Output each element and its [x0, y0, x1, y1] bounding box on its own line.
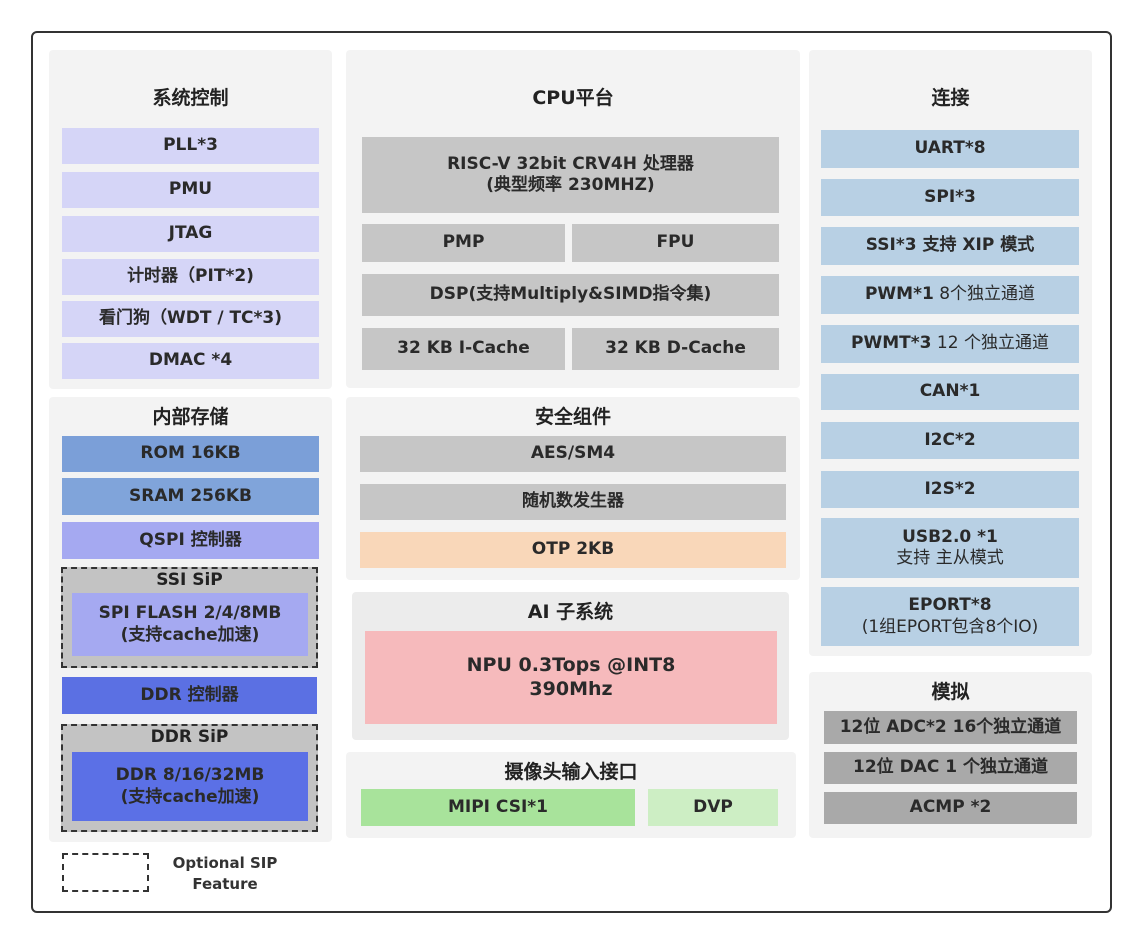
eport-name: EPORT*8: [908, 595, 992, 616]
legend-label: Optional SIP Feature: [160, 853, 290, 895]
pmp-block: PMP: [362, 224, 565, 262]
jtag-block: JTAG: [62, 216, 319, 252]
dvp-block: DVP: [648, 789, 778, 826]
dac-block: 12位 DAC 1 个独立通道: [824, 752, 1077, 784]
eport-block: EPORT*8 (1组EPORT包含8个IO): [821, 587, 1079, 646]
icache-block: 32 KB I-Cache: [362, 328, 565, 370]
pwm-channels: 8个独立通道: [933, 284, 1036, 305]
pll-block: PLL*3: [62, 128, 319, 164]
spi-block: SPI*3: [821, 179, 1079, 216]
watchdog-block: 看门狗（WDT / TC*3): [62, 301, 319, 337]
pmu-block: PMU: [62, 172, 319, 208]
pwmt-channels: 12 个独立通道: [931, 333, 1049, 354]
pwmt-name: PWMT*3: [851, 333, 932, 354]
pwm-name: PWM*1: [864, 284, 934, 305]
system-control-title: 系统控制: [152, 87, 229, 109]
ddr-controller-block: DDR 控制器: [62, 677, 317, 714]
acmp-block: ACMP *2: [824, 792, 1077, 824]
sram-block: SRAM 256KB: [62, 478, 319, 515]
legend-dashed-swatch: [62, 853, 149, 892]
spi-flash-note: (支持cache加速): [120, 624, 260, 645]
fpu-block: FPU: [572, 224, 779, 262]
eport-note: (1组EPORT包含8个IO): [861, 616, 1039, 637]
legend-line-1: Optional SIP: [172, 854, 278, 872]
npu-frequency: 390Mhz: [529, 677, 613, 700]
adc-block: 12位 ADC*2 16个独立通道: [824, 711, 1077, 744]
usb-name: USB2.0 *1: [902, 526, 998, 547]
cpu-core-frequency: (典型频率 230MHZ): [486, 175, 655, 195]
ddr-size: DDR 8/16/32MB: [115, 765, 265, 786]
otp-block: OTP 2KB: [360, 532, 786, 568]
cpu-core-block: RISC-V 32bit CRV4H 处理器 (典型频率 230MHZ): [362, 137, 779, 213]
analog-title: 模拟: [931, 681, 970, 703]
npu-block: NPU 0.3Tops @INT8 390Mhz: [365, 631, 777, 724]
dmac-block: DMAC *4: [62, 343, 319, 379]
uart-block: UART*8: [821, 130, 1079, 168]
pwmt-block: PWMT*3 12 个独立通道: [821, 325, 1079, 363]
i2c-block: I2C*2: [821, 422, 1079, 459]
pwm-block: PWM*1 8个独立通道: [821, 276, 1079, 314]
can-block: CAN*1: [821, 374, 1079, 410]
usb-block: USB2.0 *1 支持 主从模式: [821, 518, 1079, 578]
npu-performance: NPU 0.3Tops @INT8: [466, 653, 676, 676]
ddr-sip-title: DDR SiP: [150, 727, 229, 747]
ai-subsystem-title: AI 子系统: [527, 601, 614, 623]
ssi-sip-title: SSI SiP: [156, 570, 223, 590]
ddr-note: (支持cache加速): [120, 786, 260, 807]
cpu-core-name: RISC-V 32bit CRV4H 处理器: [447, 153, 694, 174]
diagram-frame: [31, 31, 1112, 913]
aes-sm4-block: AES/SM4: [360, 436, 786, 472]
dcache-block: 32 KB D-Cache: [572, 328, 779, 370]
ddr-memory-block: DDR 8/16/32MB (支持cache加速): [72, 752, 308, 821]
timer-block: 计时器（PIT*2): [62, 259, 319, 295]
ssi-block: SSI*3 支持 XIP 模式: [821, 227, 1079, 265]
security-title: 安全组件: [534, 406, 611, 428]
connectivity-title: 连接: [931, 87, 970, 109]
cpu-platform-title: CPU平台: [532, 87, 614, 109]
camera-input-title: 摄像头输入接口: [504, 761, 638, 783]
i2s-block: I2S*2: [821, 471, 1079, 508]
dsp-block: DSP(支持Multiply&SIMD指令集): [362, 274, 779, 316]
internal-storage-title: 内部存储: [152, 406, 229, 428]
qspi-controller-block: QSPI 控制器: [62, 522, 319, 559]
rng-block: 随机数发生器: [360, 484, 786, 520]
legend-line-2: Feature: [192, 875, 258, 893]
rom-block: ROM 16KB: [62, 436, 319, 472]
mipi-csi-block: MIPI CSI*1: [361, 789, 635, 826]
spi-flash-block: SPI FLASH 2/4/8MB (支持cache加速): [72, 593, 308, 656]
usb-mode: 支持 主从模式: [896, 548, 1004, 568]
spi-flash-size: SPI FLASH 2/4/8MB: [98, 603, 282, 624]
